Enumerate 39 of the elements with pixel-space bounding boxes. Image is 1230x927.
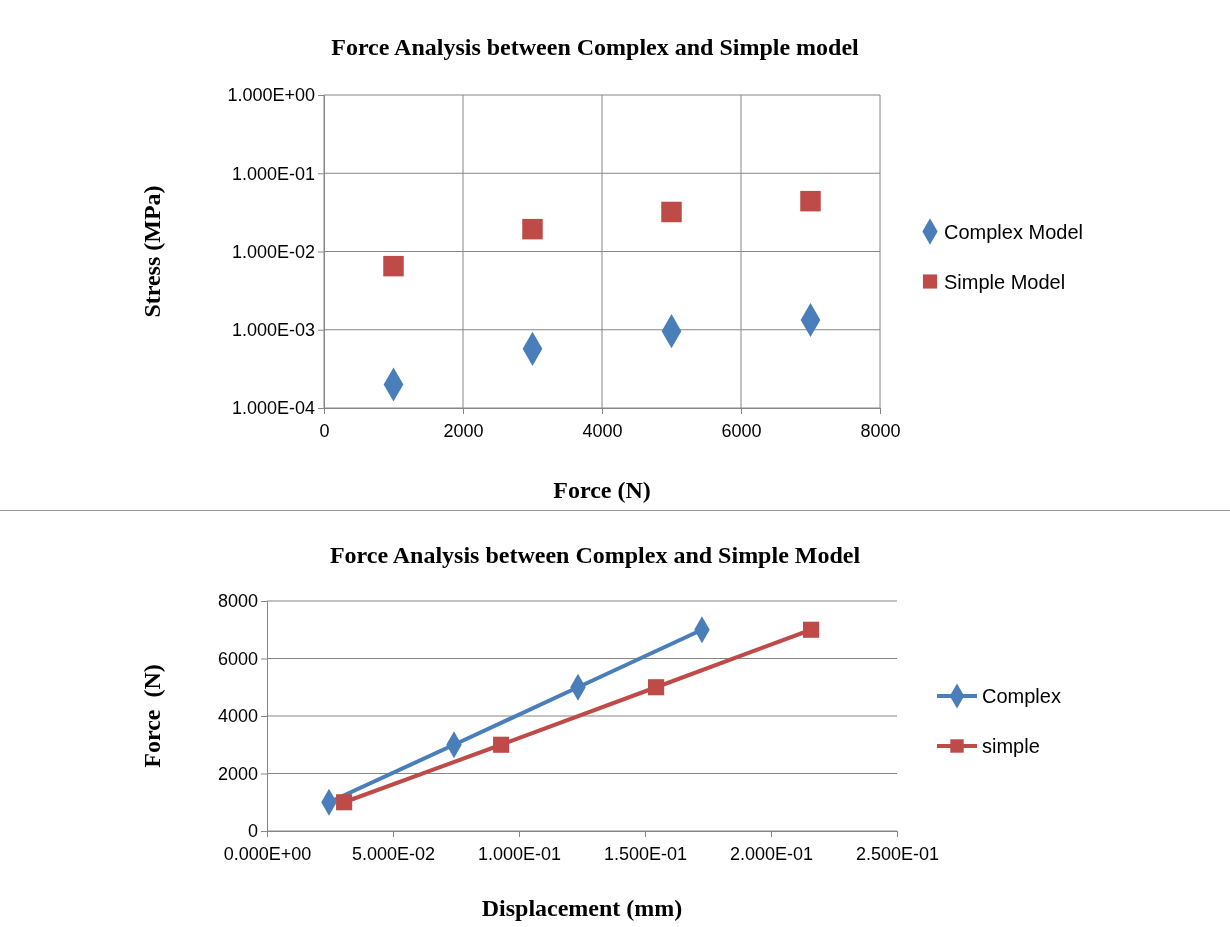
x-tick-label: 0 <box>319 420 330 441</box>
y-tick-label: 1.000E-03 <box>231 320 315 341</box>
chart-title: Force Analysis between Complex and Simple model <box>331 34 860 60</box>
y-tick-label: 8000 <box>217 591 258 612</box>
x-tick-label: 4000 <box>582 420 623 441</box>
point <box>803 621 820 638</box>
x-tick-label: 2.500E-01 <box>855 843 940 864</box>
point <box>648 679 665 696</box>
y-tick-label: 0 <box>247 821 258 842</box>
x-tick-label: 1.500E-01 <box>603 843 688 864</box>
y-tick-label: 4000 <box>217 706 258 727</box>
x-tick-label: 2000 <box>443 420 484 441</box>
point <box>800 190 821 212</box>
y-tick-label: 1.000E+00 <box>227 85 315 106</box>
point <box>661 201 682 223</box>
chart-title: Force Analysis between Complex and Simple Model <box>329 542 861 568</box>
y-tick-label: 6000 <box>217 648 258 669</box>
x-tick-label: 8000 <box>860 420 901 441</box>
x-axis-title: Force (N) <box>553 477 651 503</box>
point <box>383 255 404 277</box>
y-axis-title: Stress (MPa) <box>139 185 165 318</box>
x-tick-label: 2.000E-01 <box>729 843 814 864</box>
y-tick-label: 1.000E-04 <box>231 398 315 419</box>
legend-label: Complex Model <box>944 220 1083 243</box>
y-tick-label: 1.000E-01 <box>231 163 315 184</box>
x-tick-label: 0.000E+00 <box>223 843 312 864</box>
y-axis-title: Force (N) <box>139 664 165 768</box>
legend-label: Complex <box>982 685 1061 707</box>
x-axis-title: Displacement (mm) <box>481 895 683 921</box>
y-tick-label: 1.000E-02 <box>231 241 315 262</box>
point <box>522 218 543 240</box>
point <box>336 794 353 811</box>
x-tick-label: 1.000E-01 <box>477 843 562 864</box>
x-tick-label: 5.000E-02 <box>351 843 436 864</box>
y-tick-label: 2000 <box>217 763 258 784</box>
legend-label: simple <box>982 735 1040 757</box>
legend-label: Simple Model <box>944 270 1066 293</box>
point <box>493 736 510 753</box>
x-tick-label: 6000 <box>721 420 762 441</box>
